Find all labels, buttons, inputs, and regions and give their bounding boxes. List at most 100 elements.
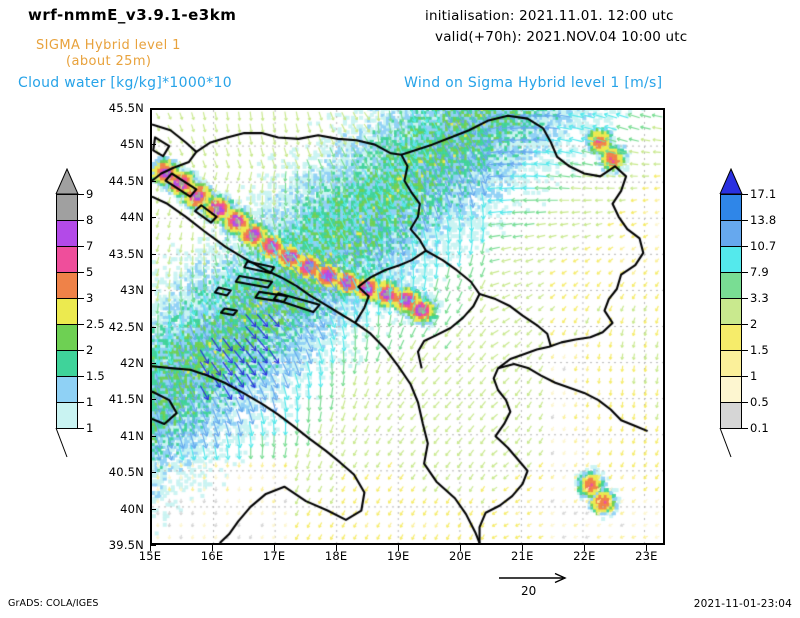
colorbar-divider — [720, 324, 742, 325]
colorbar-tick-label: 10.7 — [750, 239, 777, 253]
colorbar-tick-label: 3 — [86, 291, 94, 305]
colorbar-tick-label: 1.5 — [750, 343, 769, 357]
colorbar-segment — [720, 376, 742, 402]
colorbar-tick — [742, 428, 748, 429]
colorbar-top-arrow — [719, 168, 743, 194]
longitude-tick-mark — [584, 545, 586, 551]
latitude-tick-label: 41.5N — [108, 392, 144, 407]
cloud-water-colorbar: 9 8 7 5 3 2.5 2 1.5 1 1 — [48, 168, 108, 468]
colorbar-divider — [720, 376, 742, 377]
colorbar-tick — [78, 376, 84, 377]
colorbar-tick-label: 13.8 — [750, 213, 777, 227]
colorbar-tick-label: 2.5 — [86, 317, 105, 331]
colorbar-bottom-tail — [55, 428, 68, 458]
colorbar-tick — [742, 298, 748, 299]
latitude-tick-mark — [150, 290, 156, 292]
colorbar-tick — [742, 272, 748, 273]
colorbar-bottom-tail — [719, 428, 732, 458]
colorbar-tick — [742, 402, 748, 403]
colorbar-tick — [78, 324, 84, 325]
model-name: wrf-nmmE_v3.9.1-e3km — [28, 6, 237, 24]
colorbar-tick-label: 7.9 — [750, 265, 769, 279]
colorbar-tick-label: 5 — [86, 265, 94, 279]
colorbar-tick-label: 2 — [86, 343, 94, 357]
colorbar-divider — [720, 220, 742, 221]
longitude-tick-label: 23E — [635, 549, 658, 563]
wind-speed-colorbar: 17.1 13.8 10.7 7.9 3.3 2 1.5 1 0.5 0.1 — [712, 168, 782, 478]
longitude-tick-label: 18E — [324, 549, 348, 563]
longitude-tick-label: 17E — [262, 549, 286, 563]
colorbar-tick-label: 8 — [86, 213, 94, 227]
colorbar-tick — [78, 246, 84, 247]
colorbar-tick-label: 3.3 — [750, 291, 769, 305]
longitude-tick-mark — [336, 545, 338, 551]
reference-arrow-label: 20 — [521, 584, 537, 598]
colorbar-tick — [78, 428, 84, 429]
colorbar-divider — [720, 402, 742, 403]
colorbar-segment — [720, 246, 742, 272]
latitude-tick-label: 43N — [120, 283, 144, 298]
latitude-tick-mark — [150, 362, 156, 364]
latitude-tick-mark — [150, 144, 156, 146]
latitude-tick-mark — [150, 545, 156, 546]
colorbar-segment — [56, 324, 78, 350]
sigma-level-label: SIGMA Hybrid level 1 — [36, 38, 181, 53]
colorbar-tick — [742, 220, 748, 221]
colorbar-tick-label: 2 — [750, 317, 758, 331]
colorbar-tick — [742, 350, 748, 351]
colorbar-tick-label: 1 — [750, 369, 758, 383]
map-plot-area[interactable] — [150, 108, 665, 545]
colorbar-tick-label: 0.1 — [750, 421, 769, 435]
colorbar-segment — [720, 272, 742, 298]
latitude-tick-label: 39.5N — [108, 538, 144, 552]
colorbar-divider — [56, 194, 78, 195]
colorbar-divider — [56, 298, 78, 299]
colorbar-divider — [720, 350, 742, 351]
latitude-tick-label: 40N — [120, 501, 144, 516]
colorbar-segment — [720, 324, 742, 350]
longitude-tick-mark — [150, 545, 151, 551]
longitude-tick-mark — [646, 545, 648, 551]
latitude-tick-mark — [150, 472, 156, 474]
latitude-tick-mark — [150, 180, 156, 182]
longitude-tick-label: 19E — [386, 549, 410, 563]
colorbar-tick — [742, 376, 748, 377]
longitude-tick-mark — [522, 545, 524, 551]
latitude-tick-label: 42.5N — [108, 319, 144, 334]
colorbar-divider — [56, 272, 78, 273]
colorbar-segment — [56, 376, 78, 402]
colorbar-tick-label: 1.5 — [86, 369, 105, 383]
colorbar-tick — [78, 350, 84, 351]
colorbar-divider — [56, 246, 78, 247]
latitude-tick-label: 43.5N — [108, 246, 144, 261]
longitude-tick-mark — [274, 545, 276, 551]
wind-field-label: Wind on Sigma Hybrid level 1 [m/s] — [404, 75, 663, 91]
colorbar-segment — [56, 194, 78, 220]
colorbar-tick — [742, 194, 748, 195]
colorbar-tick — [78, 272, 84, 273]
colorbar-segment — [56, 272, 78, 298]
colorbar-divider — [56, 220, 78, 221]
latitude-tick-mark — [150, 326, 156, 328]
colorbar-tick-label: 7 — [86, 239, 94, 253]
longitude-tick-mark — [212, 545, 214, 551]
longitude-tick-label: 15E — [138, 549, 162, 563]
colorbar-divider — [720, 272, 742, 273]
longitude-tick-label: 22E — [573, 549, 596, 563]
latitude-tick-label: 41N — [120, 428, 144, 443]
colorbar-segment — [720, 194, 742, 220]
cloud-water-field-label: Cloud water [kg/kg]*1000*10 — [18, 75, 232, 91]
initialisation-time: initialisation: 2021.11.01. 12:00 utc — [425, 8, 674, 24]
colorbar-segment — [720, 402, 742, 428]
colorbar-tick — [742, 246, 748, 247]
latitude-tick-mark — [150, 217, 156, 219]
colorbar-divider — [56, 324, 78, 325]
colorbar-segment — [56, 246, 78, 272]
colorbar-tick — [78, 298, 84, 299]
latitude-tick-label: 40.5N — [108, 465, 144, 480]
latitude-tick-mark — [150, 435, 156, 437]
reference-vector: 20 — [497, 572, 577, 602]
colorbar-segment — [720, 220, 742, 246]
colorbar-segment — [720, 350, 742, 376]
latitude-tick-mark — [150, 253, 156, 255]
